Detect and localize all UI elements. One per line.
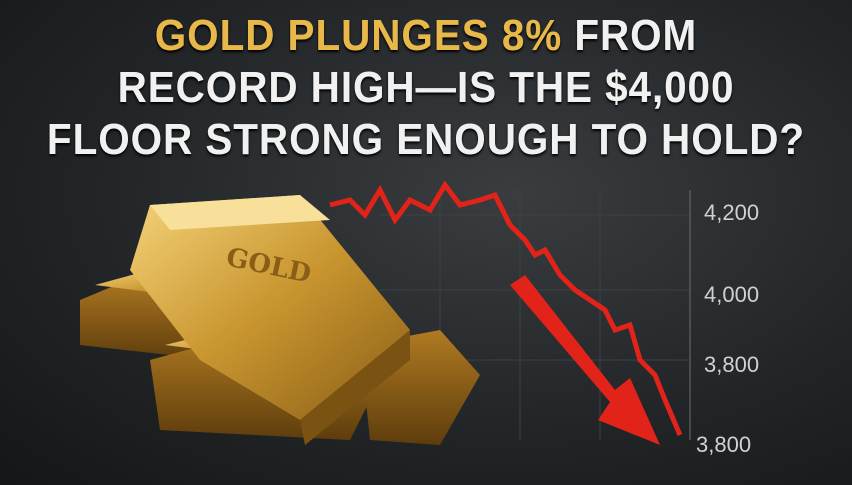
- axis-label: 4,000: [704, 282, 760, 307]
- axis-label: 3,800: [696, 432, 752, 457]
- headline-line-3: FLOOR STRONG ENOUGH TO HOLD?: [46, 115, 806, 164]
- down-arrow: [510, 275, 660, 445]
- axis-label: 3,800: [704, 352, 760, 377]
- trend-line: [329, 180, 683, 436]
- headline-line-1: GOLD PLUNGES 8% FROM: [34, 10, 818, 62]
- headline-rest: FROM: [562, 11, 698, 60]
- gold-bars: GOLD: [80, 195, 480, 445]
- headline-line-2: RECORD HIGH—IS THE $4,000: [117, 63, 735, 112]
- headline-highlight: GOLD PLUNGES 8%: [154, 11, 563, 60]
- axis-label: 4,200: [704, 200, 760, 225]
